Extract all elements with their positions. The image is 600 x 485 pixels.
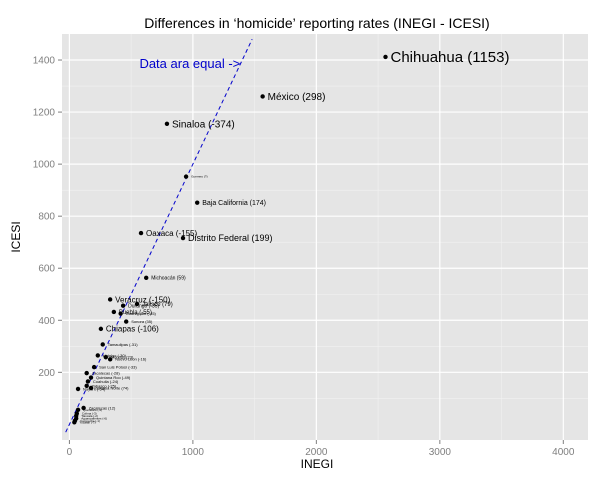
reference-line-group: Data ara equal -> (65, 38, 253, 433)
x-tick-label: 1000 (182, 447, 205, 458)
data-point-label: Nayarit (-54) (83, 386, 106, 391)
data-point-label: Morelos (23) (111, 355, 134, 360)
y-tick-label: 1000 (33, 160, 56, 171)
y-tick-label: 400 (38, 316, 55, 327)
data-point-label: Baja California (174) (202, 200, 266, 207)
data-point-label: Guerrero (?) (191, 175, 208, 179)
point-labels: Chihuahua (1153) México (298) Sinaloa (-37… (79, 49, 509, 424)
x-tick-label: 2000 (305, 447, 328, 458)
data-point (144, 275, 149, 281)
data-point-label: Chiapas (-106) (106, 325, 159, 334)
data-point-label: Querétaro (-4) (83, 408, 102, 412)
data-point (91, 364, 97, 370)
y-tick-label: 200 (38, 368, 55, 379)
data-point-label: Aguascalientes (-6) (81, 416, 107, 420)
data-point-label: Coahuila (-24) (93, 379, 119, 384)
data-point-label: Chihuahua (1153) (391, 49, 510, 66)
data-point-label: Distrito Federal (199) (188, 233, 273, 243)
data-point (138, 230, 144, 236)
reference-line (65, 38, 253, 433)
data-point-label: Veracruz (-150) (115, 295, 170, 304)
data-point (118, 311, 123, 316)
data-point-label: Yucatán (-7) (79, 420, 95, 424)
data-point (85, 379, 91, 384)
y-tick-label: 1200 (33, 108, 56, 119)
chart-title: Differences in ‘homicide’ reporting rate… (144, 15, 489, 31)
y-tick-label: 1400 (33, 56, 56, 67)
data-point-label: Tabasco (-25) (92, 383, 117, 388)
data-point (72, 420, 77, 425)
data-point-label: Hidalgo (-30) (103, 353, 127, 358)
data-point (100, 342, 105, 347)
data-point-label: San Luis Potosí (-33) (99, 365, 137, 370)
data-point (88, 375, 94, 380)
data-point-label: Michoacán (59) (151, 276, 186, 282)
data-point-label: Sinaloa (-374) (172, 119, 235, 130)
data-point-label: Sonora (35) (131, 319, 153, 324)
data-point-label: Campeche (-1) (80, 419, 100, 423)
data-point-label: Sinaloa Norte (74) (96, 385, 129, 390)
grid-major (62, 34, 588, 440)
data-point (95, 353, 101, 358)
data-point (120, 303, 126, 308)
x-tick-label: 4000 (552, 447, 575, 458)
data-point-label: Tamaulipas (-31) (108, 342, 138, 347)
data-point (98, 326, 104, 332)
grid-minor (62, 34, 588, 440)
data-point (260, 94, 265, 99)
y-axis-label: ICESI (9, 221, 23, 252)
y-tick-label: 800 (38, 212, 55, 223)
data-point (164, 121, 170, 126)
data-point (75, 386, 81, 392)
data-point-label: Puebla (-55) (119, 310, 152, 316)
y-tick-label: 600 (38, 264, 55, 275)
data-point-label: México (298) (268, 92, 326, 103)
data-point (84, 370, 89, 376)
data-point (75, 407, 81, 413)
data-point-label: Zacatecas (12) (89, 405, 116, 410)
x-tick-label: 3000 (429, 447, 452, 458)
data-point-label: Nuevo León (-16) (115, 357, 147, 362)
data-points (72, 54, 388, 425)
data-point (107, 297, 113, 302)
data-point-label: Tlaxcala (-2) (81, 414, 98, 418)
x-tick-label: 0 (67, 447, 73, 458)
data-point (195, 200, 200, 205)
x-axis-label: INEGI (301, 457, 334, 471)
data-point-label: Colima (-3) (82, 412, 97, 416)
data-point (124, 319, 129, 324)
data-point (88, 385, 94, 391)
data-point (134, 301, 140, 307)
data-point-label: Quintana Roo (-49) (96, 375, 131, 380)
reference-line-label: Data ara equal -> (139, 56, 240, 71)
data-point-label: Oaxaca (-155) (146, 229, 197, 238)
data-point (107, 357, 113, 362)
data-point-label: Durango (-35) (128, 303, 159, 309)
data-point (183, 174, 189, 179)
data-point (103, 355, 109, 360)
data-point-label: Zacatecas (-28) (92, 371, 121, 376)
data-point (81, 405, 86, 411)
data-point (383, 54, 388, 60)
data-point (111, 309, 117, 315)
data-point (180, 235, 186, 241)
y-axis-ticks: 200 400 600 800 1000 1200 1400 (33, 56, 62, 379)
data-point (84, 383, 89, 389)
data-point-label: Guanajuato (-45) (126, 311, 157, 316)
x-axis-ticks: 0 1000 2000 3000 4000 (67, 440, 575, 458)
data-point-label: Jalisco (79) (142, 302, 173, 308)
